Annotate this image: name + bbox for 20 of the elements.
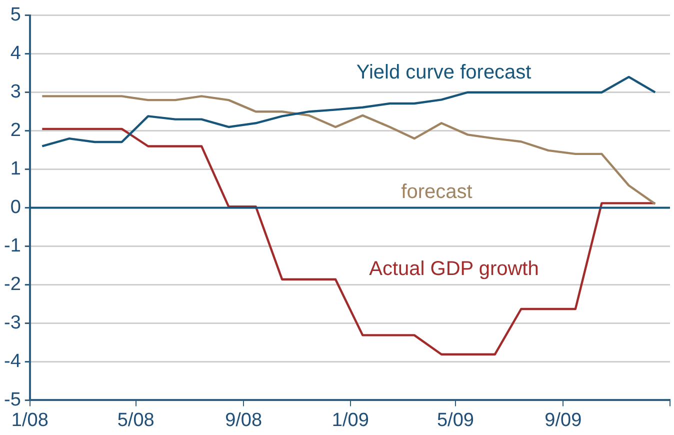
text: forecast	[401, 180, 473, 203]
y-tick-label: 1	[10, 158, 21, 180]
x-tick-label: 5/09	[436, 410, 474, 431]
y-tick-label: 5	[10, 4, 21, 26]
y-tick-label: 2	[10, 120, 21, 142]
x-tick-label: 9/08	[225, 410, 262, 431]
series-label: Actual GDP growth	[369, 258, 539, 280]
y-tick-label: 4	[10, 43, 22, 64]
x-tick-label: 1/09	[332, 410, 369, 431]
y-tick-label: 0	[10, 197, 21, 218]
y-tick-label: -1	[4, 236, 21, 257]
y-tick-label: 3	[10, 82, 21, 103]
y-tick-label: -2	[4, 274, 21, 295]
x-tick-label: 9/09	[544, 410, 582, 431]
x-tick-label: 1/08	[11, 410, 48, 431]
y-tick-label: -3	[4, 312, 21, 334]
y-tick-label: -5	[4, 389, 21, 410]
x-tick-label: 5/08	[117, 410, 154, 431]
y-tick-label: -4	[4, 350, 22, 372]
series-label: Yield curve forecast	[356, 62, 532, 84]
